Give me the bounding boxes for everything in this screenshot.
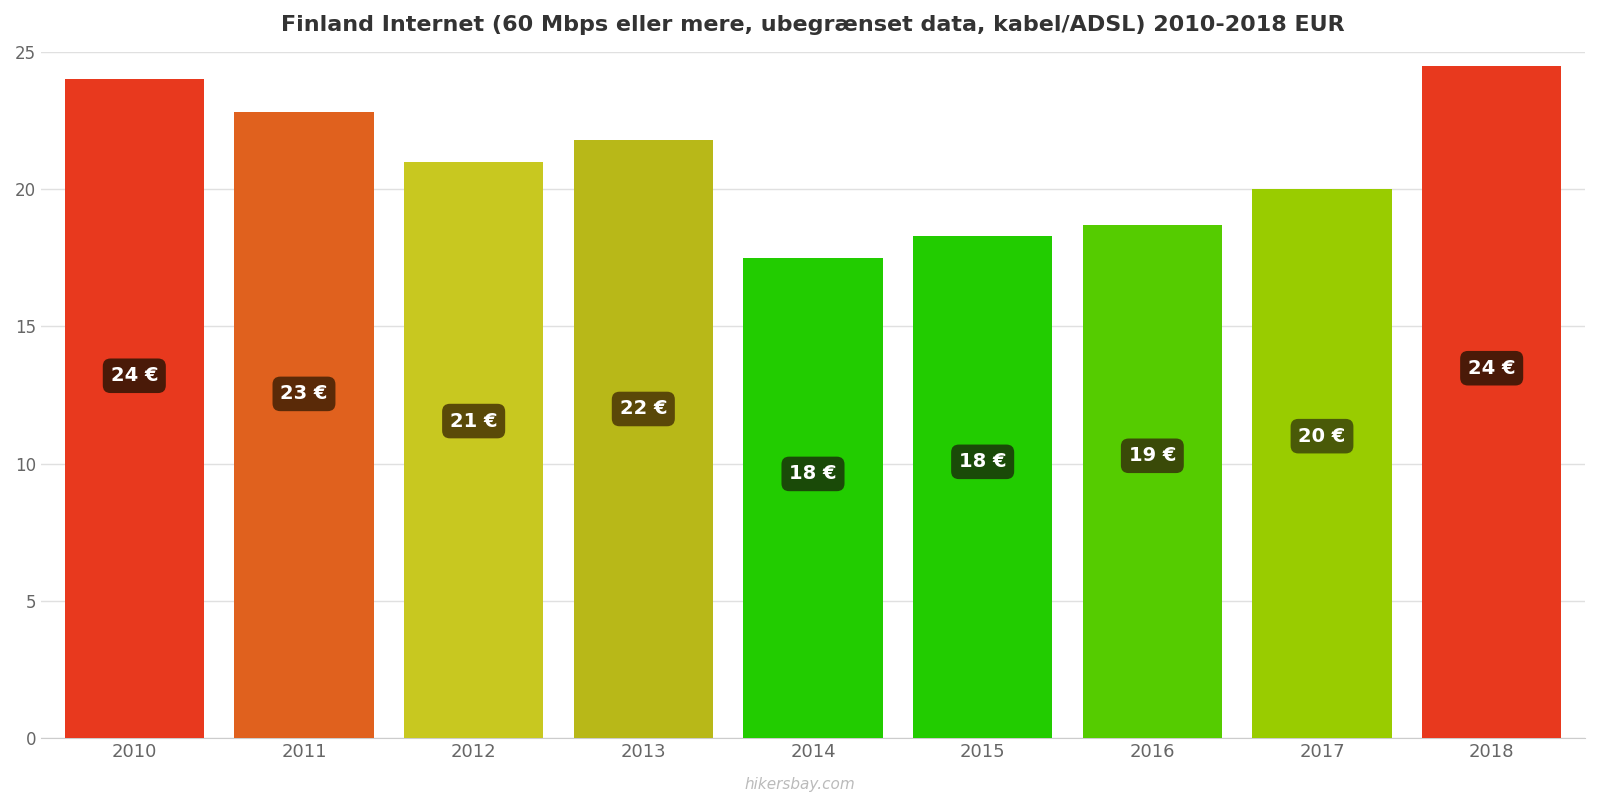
Text: 24 €: 24 € (1467, 358, 1515, 378)
Text: 23 €: 23 € (280, 384, 328, 403)
Text: 19 €: 19 € (1128, 446, 1176, 466)
Title: Finland Internet (60 Mbps eller mere, ubegrænset data, kabel/ADSL) 2010-2018 EUR: Finland Internet (60 Mbps eller mere, ub… (282, 15, 1346, 35)
Bar (744, 258, 883, 738)
Text: hikersbay.com: hikersbay.com (744, 777, 856, 792)
Text: 24 €: 24 € (110, 366, 158, 386)
Bar (914, 236, 1053, 738)
Text: 18 €: 18 € (958, 452, 1006, 471)
Text: 21 €: 21 € (450, 411, 498, 430)
Bar (235, 112, 373, 738)
Text: 18 €: 18 € (789, 465, 837, 483)
Bar (405, 162, 544, 738)
Bar (64, 79, 203, 738)
Bar (1083, 225, 1222, 738)
Text: 20 €: 20 € (1298, 426, 1346, 446)
Text: 22 €: 22 € (619, 399, 667, 418)
Bar (574, 140, 714, 738)
Bar (1253, 189, 1392, 738)
Bar (1422, 66, 1562, 738)
